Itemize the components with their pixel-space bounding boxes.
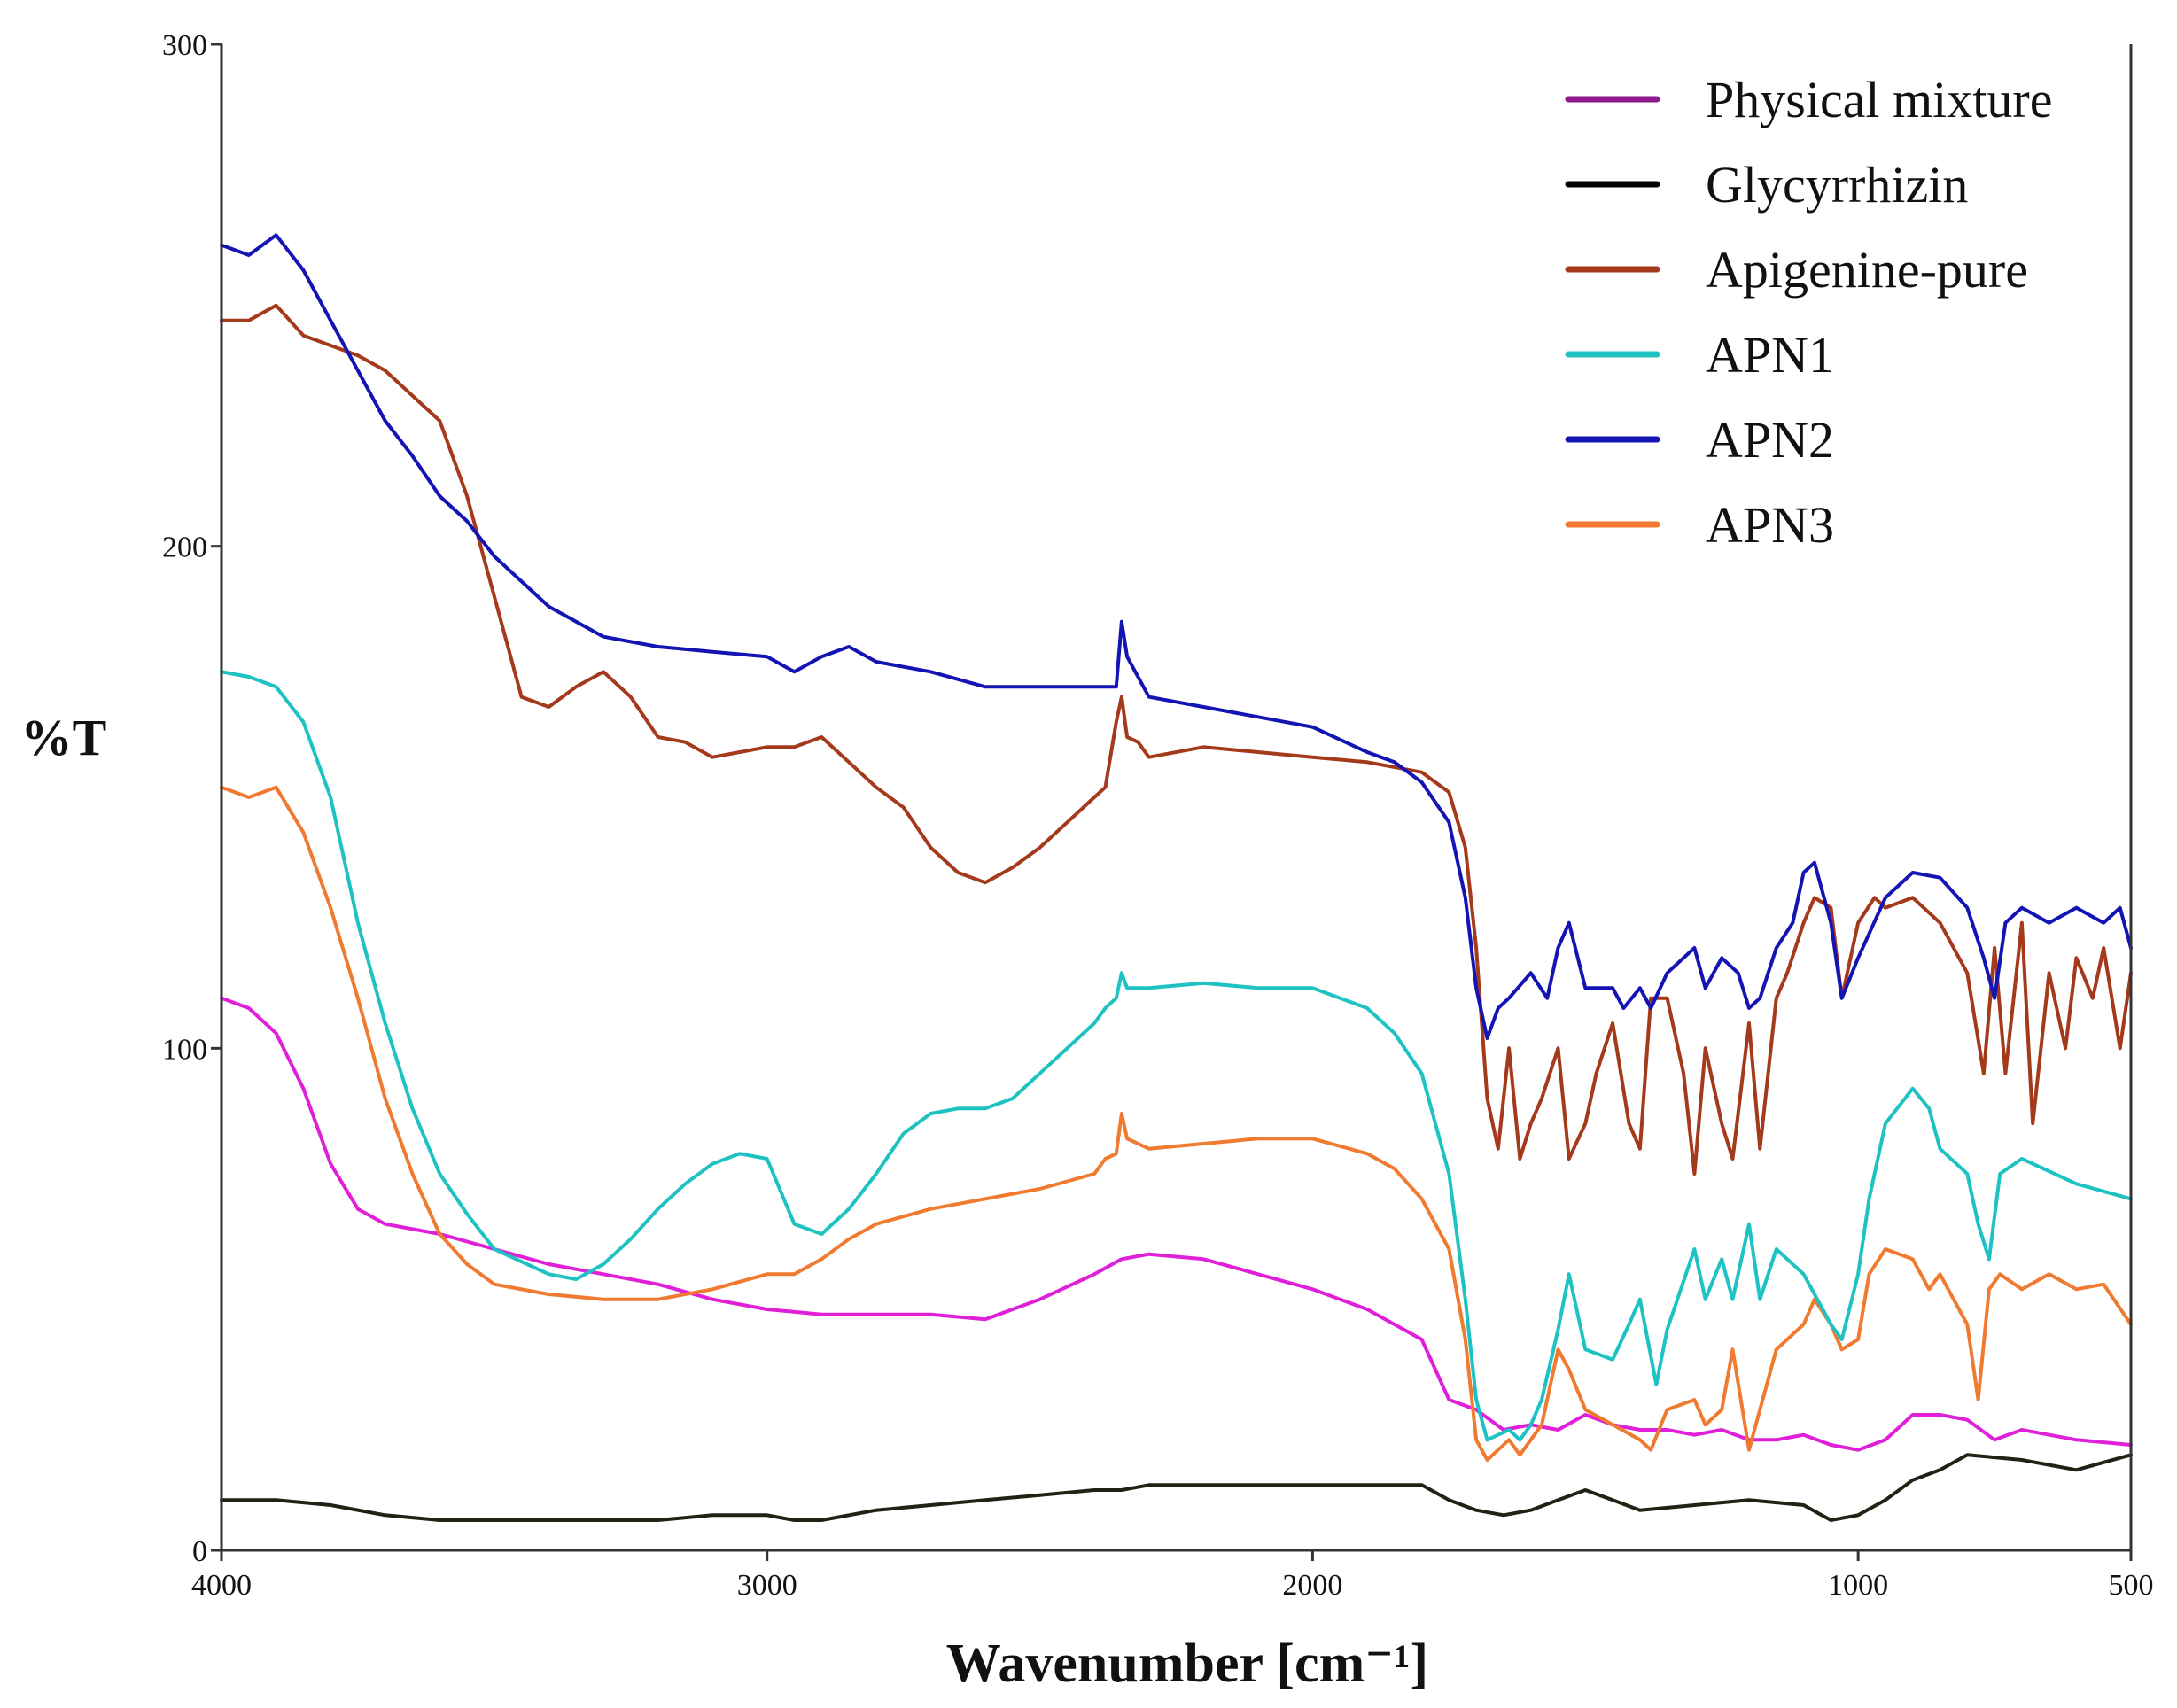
legend-label-glycyrrhizin: Glycyrrhizin	[1706, 156, 1968, 214]
legend-label-apn1: APN1	[1706, 326, 1834, 384]
y-tick-label: 300	[162, 29, 207, 62]
series-line-glycyrrhizin	[220, 1453, 2133, 1522]
legend-label-apn2: APN2	[1706, 411, 1834, 469]
series-line-apn1	[220, 670, 2133, 1442]
legend-label-apigenine-pure: Apigenine-pure	[1706, 241, 2028, 299]
y-axis-title: %T	[21, 709, 107, 766]
legend-label-physical-mixture: Physical mixture	[1706, 71, 2052, 128]
x-tick-label: 2000	[1282, 1569, 1342, 1602]
legend: Physical mixture Glycyrrhizin Apigenine-pu…	[1565, 71, 2052, 554]
y-tick-label: 0	[192, 1535, 207, 1568]
x-axis-title: Wavenumber [cm⁻¹]	[946, 1634, 1428, 1694]
y-tick-label: 100	[162, 1033, 207, 1066]
series-line-physical-mixture	[220, 996, 2133, 1452]
x-tick-label: 3000	[737, 1569, 797, 1602]
ticks-layer: 0 100 200 300 4000 3000 2000 1000 500	[162, 29, 2154, 1602]
series-layer	[220, 233, 2133, 1522]
y-tick-label: 200	[162, 532, 207, 564]
x-tick-label: 1000	[1828, 1569, 1888, 1602]
x-tick-label: 500	[2109, 1569, 2154, 1602]
x-tick-label: 4000	[191, 1569, 252, 1602]
axes-layer	[220, 44, 2133, 1552]
legend-label-apn3: APN3	[1706, 496, 1834, 554]
series-line-apigenine-pure	[220, 303, 2133, 1176]
series-line-apn3	[220, 785, 2133, 1462]
series-line-apn2	[220, 233, 2133, 1040]
